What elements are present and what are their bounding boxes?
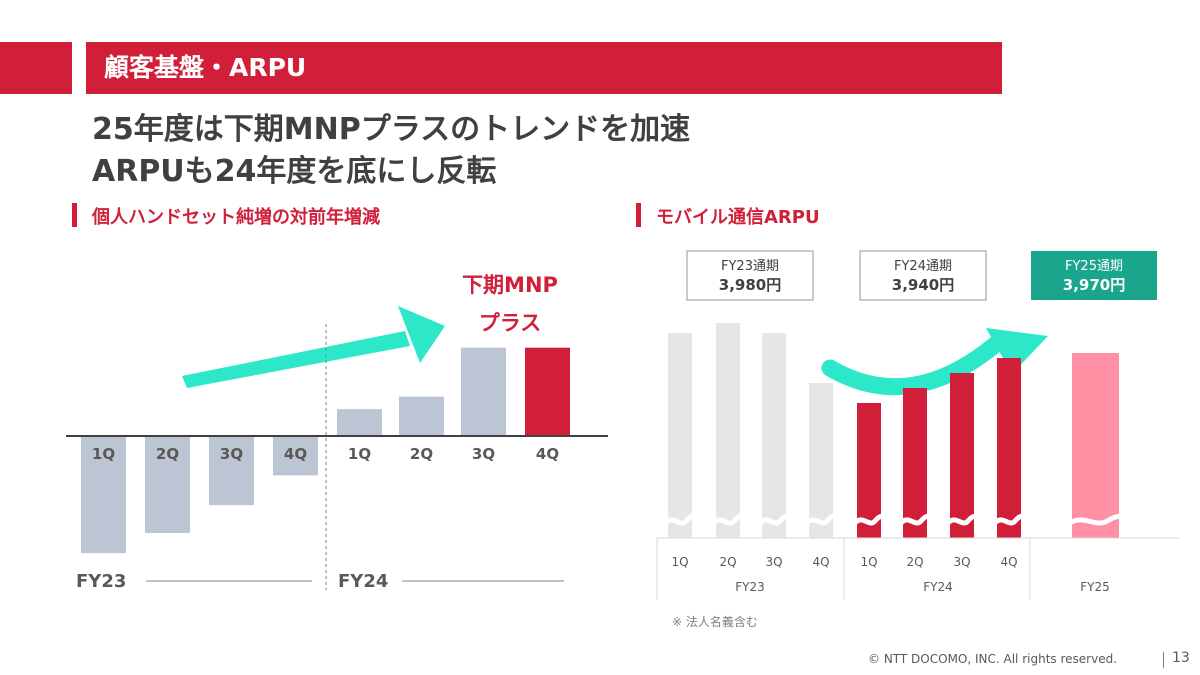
arpu-chart: FY23通期 3,980円 FY24通期 3,940円 FY25通期 3,970… — [656, 250, 1180, 629]
axis-break-fy24-2q — [899, 513, 932, 526]
tick-fy23-1q: 1Q — [671, 555, 688, 569]
bar-fy23-1q — [668, 333, 692, 538]
trend-arrow — [182, 306, 445, 388]
group-label-fy23: FY23 — [76, 571, 126, 592]
tick-fy23-4q: 4Q — [812, 555, 829, 569]
tick-fy24-2q: 2Q — [906, 555, 923, 569]
group-label-fy24: FY24 — [923, 580, 953, 594]
axis-break-fy23-2q — [712, 513, 745, 526]
bar-fy23-3q — [209, 436, 254, 506]
bar-fy24-3q — [950, 373, 974, 538]
bar-fy23-3q — [762, 333, 786, 538]
tick-fy24-4q: 4Q — [1000, 555, 1017, 569]
tick-fy24-2q: 2Q — [410, 445, 433, 463]
fy24-total-box — [859, 250, 987, 301]
fy25-total-box — [1031, 251, 1157, 300]
left-chart-title: 個人ハンドセット純増の対前年増減 — [92, 207, 380, 228]
right-section-marker — [636, 203, 641, 227]
fy23-total-value: 3,980円 — [719, 276, 781, 294]
axis-break-fy23-1q — [664, 513, 697, 526]
fy23-total-label: FY23通期 — [721, 259, 779, 274]
fy24-total-value: 3,940円 — [892, 276, 954, 294]
tick-fy23-3q: 3Q — [220, 445, 243, 463]
group-label-fy25: FY25 — [1080, 580, 1110, 594]
bar-fy25 — [1072, 353, 1119, 538]
title-banner: 顧客基盤・ARPU — [86, 42, 1002, 94]
axis-break-fy24-4q — [993, 513, 1026, 526]
group-label-fy23: FY23 — [735, 580, 765, 594]
bar-fy23-1q — [81, 436, 126, 554]
bar-fy24-4q — [525, 347, 570, 436]
left-section-marker — [72, 203, 77, 227]
headline-line-1: 25年度は下期MNPプラスのトレンドを加速 — [92, 112, 691, 147]
bar-fy24-3q — [461, 347, 506, 436]
bar-fy23-2q — [145, 436, 190, 533]
bar-fy23-4q — [273, 436, 318, 476]
bar-fy23-2q — [716, 323, 740, 538]
banner-accent — [0, 42, 72, 94]
headline-line-2: ARPUも24年度を底にし反転 — [92, 154, 497, 189]
tick-fy23-3q: 3Q — [765, 555, 782, 569]
tick-fy24-3q: 3Q — [472, 445, 495, 463]
slide-title: 顧客基盤・ARPU — [104, 53, 307, 82]
annotation-line-1: 下期MNP — [462, 273, 558, 297]
annotation-line-2: プラス — [479, 311, 542, 335]
fy23-total-box — [686, 250, 814, 301]
bar-fy24-4q — [997, 358, 1021, 538]
copyright: © NTT DOCOMO, INC. All rights reserved. — [868, 652, 1118, 666]
tick-fy24-3q: 3Q — [953, 555, 970, 569]
tick-fy24-4q: 4Q — [536, 445, 559, 463]
fy25-total-value: 3,970円 — [1063, 276, 1125, 294]
fy25-total-label: FY25通期 — [1065, 259, 1123, 274]
bar-fy24-1q — [337, 409, 382, 436]
axis-break-fy25 — [1068, 513, 1124, 526]
bar-fy23-4q — [809, 383, 833, 538]
tick-fy23-2q: 2Q — [719, 555, 736, 569]
chart-note: ※ 法人名義含む — [672, 614, 758, 629]
bar-fy24-1q — [857, 403, 881, 538]
bar-fy24-2q — [399, 396, 444, 436]
tick-fy23-1q: 1Q — [92, 445, 115, 463]
page-number: 13 — [1172, 650, 1190, 666]
axis-break-fy24-1q — [853, 513, 886, 526]
axis-break-fy24-3q — [946, 513, 979, 526]
axis-break-fy23-4q — [805, 513, 838, 526]
tick-fy24-1q: 1Q — [348, 445, 371, 463]
bar-fy24-2q — [903, 388, 927, 538]
page-separator — [1163, 652, 1164, 668]
fy24-total-label: FY24通期 — [894, 259, 952, 274]
right-chart-title: モバイル通信ARPU — [656, 207, 820, 228]
group-label-fy24: FY24 — [338, 571, 388, 592]
trend-arrow — [821, 328, 1048, 396]
tick-fy23-2q: 2Q — [156, 445, 179, 463]
tick-fy24-1q: 1Q — [860, 555, 877, 569]
tick-fy23-4q: 4Q — [284, 445, 307, 463]
axis-break-fy23-3q — [758, 513, 791, 526]
net-add-chart: 1Q 2Q 3Q 4Q 1Q 2Q 3Q 4Q 下期MNP プラス FY23 FY24 — [66, 273, 608, 592]
